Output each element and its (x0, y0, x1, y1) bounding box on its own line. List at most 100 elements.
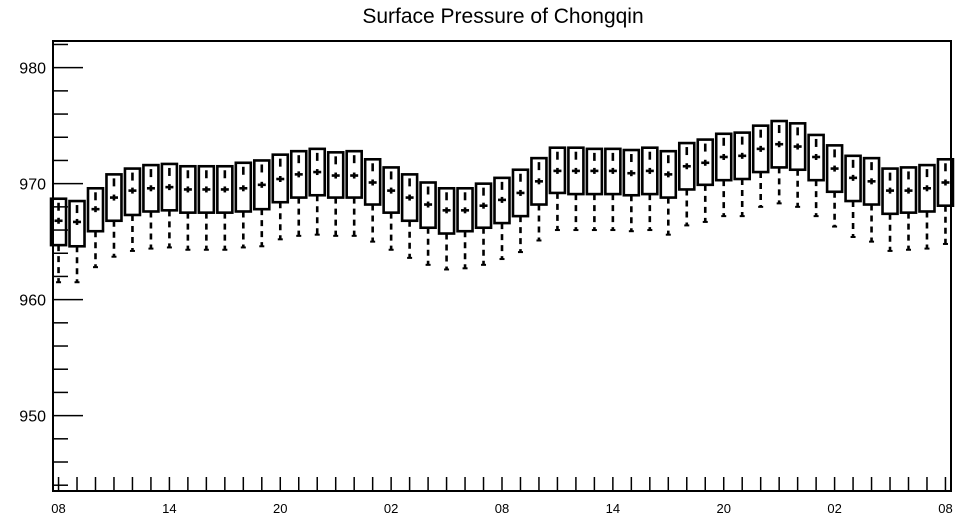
box-body (216, 164, 234, 214)
box-body (308, 147, 327, 197)
box-item (622, 148, 641, 233)
box-body (123, 167, 142, 217)
box-body (899, 166, 918, 214)
box-body (622, 148, 641, 197)
box-body (548, 146, 567, 195)
box-item (585, 147, 604, 232)
box-body (86, 186, 105, 233)
box-item (474, 182, 493, 266)
box-item (142, 163, 160, 250)
x-tick-label: 20 (273, 501, 287, 516)
box-body (825, 144, 844, 194)
box-item (677, 141, 696, 227)
box-item (252, 159, 271, 248)
box-item (511, 168, 530, 254)
box-item (216, 164, 234, 251)
box-body (807, 133, 825, 182)
box-item (308, 147, 327, 236)
box-body (659, 149, 678, 199)
x-tick-label: 02 (827, 501, 841, 516)
box-body (400, 173, 419, 223)
box-item (105, 173, 123, 258)
box-body (271, 153, 290, 204)
box-body (788, 122, 807, 172)
y-axis: 950 960 970 980 (19, 43, 83, 486)
box-body (363, 157, 382, 206)
box-item (197, 164, 216, 251)
box-item (400, 173, 419, 259)
box-body (844, 154, 862, 203)
box-body (142, 163, 160, 213)
box-item (437, 186, 456, 271)
x-tick-label: 08 (495, 501, 509, 516)
box-body (862, 156, 881, 206)
box-item (382, 166, 400, 251)
box-item (825, 144, 844, 228)
y-tick-label: 960 (19, 293, 46, 310)
box-body (437, 186, 456, 235)
box-body (105, 173, 123, 223)
box-body (530, 156, 548, 206)
box-body (751, 124, 770, 174)
box-item (419, 181, 437, 266)
x-tick-label: 20 (716, 501, 730, 516)
y-tick-label: 950 (19, 409, 46, 426)
box-item (548, 146, 567, 232)
box-body (511, 168, 530, 218)
box-body (714, 132, 733, 182)
plot-frame (52, 40, 952, 492)
x-tick-label: 14 (606, 501, 620, 516)
box-body (345, 149, 363, 199)
box-body (49, 197, 68, 247)
box-body (696, 138, 715, 187)
box-body (493, 176, 511, 225)
box-series (49, 119, 955, 284)
box-body (733, 131, 752, 181)
x-tick-label: 02 (384, 501, 398, 516)
box-item (530, 156, 548, 242)
box-item (160, 162, 179, 249)
box-item (326, 151, 345, 237)
y-tick-label: 980 (19, 61, 46, 78)
box-item (567, 146, 585, 232)
box-body (179, 164, 197, 214)
box-item (788, 122, 807, 208)
box-item (807, 133, 825, 218)
box-item (714, 132, 733, 218)
box-item (234, 161, 253, 249)
box-body (160, 162, 179, 212)
box-body (677, 141, 696, 191)
y-tick-label: 970 (19, 177, 46, 194)
box-item (179, 164, 197, 251)
box-body (770, 119, 788, 169)
box-body (567, 146, 585, 196)
x-tick-label: 08 (51, 501, 65, 516)
box-item (86, 186, 105, 269)
box-body (456, 186, 474, 233)
box-item (456, 186, 474, 270)
x-tick-label: 08 (938, 501, 952, 516)
box-body (936, 157, 955, 207)
box-item (751, 124, 770, 208)
box-body (252, 159, 271, 211)
box-item (363, 157, 382, 243)
box-item (68, 199, 86, 284)
box-body (326, 151, 345, 199)
x-axis: 08 14 20 02 08 14 20 02 08 (51, 477, 953, 516)
box-item (289, 149, 308, 237)
x-tick-label: 14 (162, 501, 176, 516)
box-body (197, 164, 216, 214)
box-body (68, 199, 86, 248)
box-body (382, 166, 400, 214)
box-item (918, 163, 936, 250)
box-item (271, 153, 290, 241)
box-body (289, 149, 308, 199)
box-body (918, 163, 936, 213)
box-body (474, 182, 493, 230)
box-item (733, 131, 752, 218)
box-body (641, 146, 659, 196)
box-item (881, 167, 899, 252)
box-item (123, 167, 142, 252)
